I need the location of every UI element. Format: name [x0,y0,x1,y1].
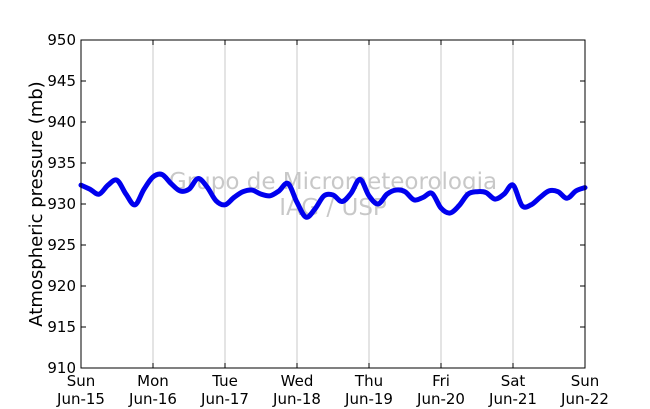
pressure-series-line [78,171,588,220]
series-group [78,171,588,220]
x-tick-label-day: Mon [137,372,169,390]
x-tick-label-day: Sun [67,372,96,390]
y-tick-label: 925 [47,236,76,254]
x-tick-label-date: Jun-18 [272,390,321,408]
x-tick-label-date: Jun-19 [344,390,393,408]
x-tick-label-date: Jun-21 [488,390,537,408]
x-tick-label-date: Jun-20 [416,390,465,408]
x-tick-label-date: Jun-15 [56,390,105,408]
x-tick-label-date: Jun-16 [128,390,177,408]
y-tick-label: 935 [47,154,76,172]
x-tick-label-day: Wed [281,372,314,390]
y-tick-label: 915 [47,318,76,336]
x-tick-label-date: Jun-17 [200,390,249,408]
y-axis-label: Atmospheric pressure (mb) [26,81,47,326]
y-tick-label: 945 [47,72,76,90]
x-tick-label-day: Sat [501,372,526,390]
x-axis: SunJun-15MonJun-16TueJun-17WedJun-18ThuJ… [56,40,609,408]
x-tick-label-date: Jun-22 [560,390,609,408]
y-axis: 910 915 920 925 930 935 940 945 950 [47,31,585,377]
y-tick-label: 930 [47,195,76,213]
x-tick-label-day: Sun [571,372,600,390]
y-tick-label: 940 [47,113,76,131]
x-tick-label-day: Tue [211,372,238,390]
y-tick-label: 950 [47,31,76,49]
y-tick-label: 910 [47,359,76,377]
y-tick-label: 920 [47,277,76,295]
x-tick-label-day: Thu [354,372,383,390]
x-tick-label-day: Fri [432,372,450,390]
watermark-line-1: Grupo de Micrometeorologia [169,169,497,195]
